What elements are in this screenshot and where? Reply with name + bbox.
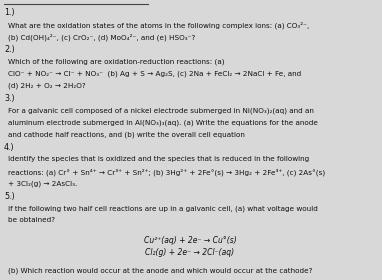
Text: (b) Which reaction would occur at the anode and which would occur at the cathode: (b) Which reaction would occur at the an… [8,268,312,274]
Text: 4.): 4.) [4,143,15,152]
Text: ClO⁻ + NO₂⁻ → Cl⁻ + NO₃⁻  (b) Ag + S → Ag₂S, (c) 2Na + FeCl₂ → 2NaCl + Fe, and: ClO⁻ + NO₂⁻ → Cl⁻ + NO₃⁻ (b) Ag + S → Ag… [8,70,301,77]
Text: What are the oxidation states of the atoms in the following complex ions: (a) CO: What are the oxidation states of the ato… [8,22,309,29]
Text: If the following two half cell reactions are up in a galvanic cell, (a) what vol: If the following two half cell reactions… [8,205,318,212]
Text: 2.): 2.) [4,45,15,54]
Text: (d) 2H₂ + O₂ → 2H₂O?: (d) 2H₂ + O₂ → 2H₂O? [8,82,86,89]
Text: be obtained?: be obtained? [8,217,55,223]
Text: For a galvanic cell composed of a nickel electrode submerged in Ni(NO₃)₂(aq) and: For a galvanic cell composed of a nickel… [8,108,314,114]
Text: Cl₂(g) + 2e⁻ → 2Cl⁻(aq): Cl₂(g) + 2e⁻ → 2Cl⁻(aq) [146,248,235,257]
Text: reactions: (a) Cr° + Sn⁴⁺ → Cr³⁺ + Sn²⁺; (b) 3Hg²⁺ + 2Fe°(s) → 3Hg₂ + 2Fe³⁺, (c): reactions: (a) Cr° + Sn⁴⁺ → Cr³⁺ + Sn²⁺;… [8,168,325,176]
Text: Cu²⁺(aq) + 2e⁻ → Cu°(s): Cu²⁺(aq) + 2e⁻ → Cu°(s) [144,236,236,245]
Text: 3.): 3.) [4,94,15,103]
Text: (b) Cd(OH)₄²⁻, (c) CrO₂⁻, (d) MoO₄²⁻, and (e) HSO₃⁻?: (b) Cd(OH)₄²⁻, (c) CrO₂⁻, (d) MoO₄²⁻, an… [8,33,195,41]
Text: and cathode half reactions, and (b) write the overall cell equation: and cathode half reactions, and (b) writ… [8,131,245,137]
Text: aluminum electrode submerged in Al(NO₃)₃(aq). (a) Write the equations for the an: aluminum electrode submerged in Al(NO₃)₃… [8,119,318,126]
Text: Identify the species that is oxidized and the species that is reduced in the fol: Identify the species that is oxidized an… [8,157,309,162]
Text: + 3Cl₂(g) → 2AsCl₃.: + 3Cl₂(g) → 2AsCl₃. [8,180,77,186]
Text: 5.): 5.) [4,192,15,201]
Text: Which of the following are oxidation-reduction reactions: (a): Which of the following are oxidation-red… [8,59,225,65]
Text: 1.): 1.) [4,8,15,17]
